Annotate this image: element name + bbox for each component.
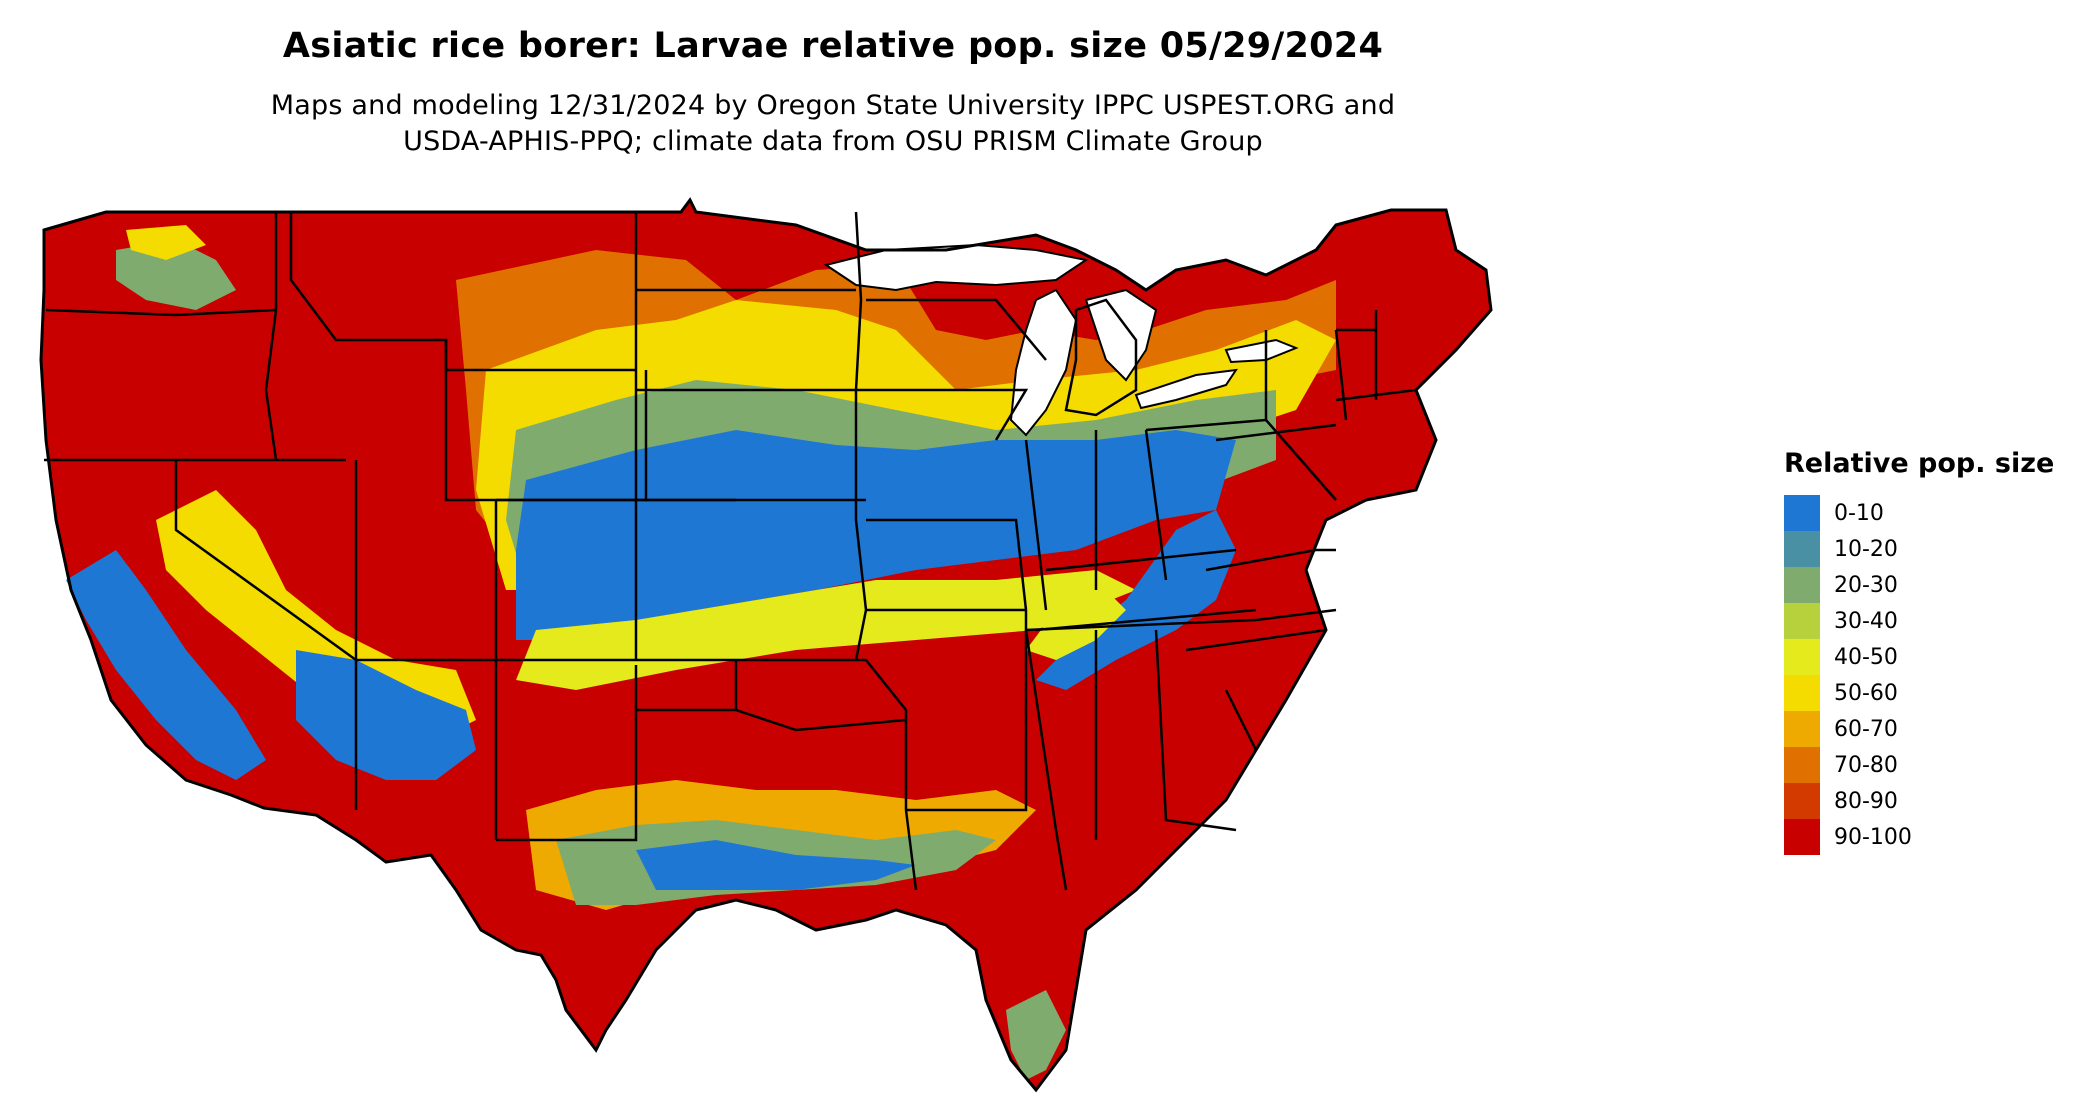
west-mix-blue-2 — [296, 650, 476, 780]
legend-item: 10-20 — [1784, 531, 2084, 567]
legend-label: 70-80 — [1834, 752, 1898, 778]
legend-swatch — [1784, 531, 1820, 567]
legend-item: 30-40 — [1784, 603, 2084, 639]
legend-label: 80-90 — [1834, 788, 1898, 814]
legend-swatch — [1784, 747, 1820, 783]
subtitle-line-2: USDA-APHIS-PPQ; climate data from OSU PR… — [403, 126, 1263, 157]
legend-label: 40-50 — [1834, 644, 1898, 670]
band-0-10 — [516, 430, 1236, 640]
lake-ontario — [1224, 338, 1299, 364]
legend-swatch — [1784, 783, 1820, 819]
legend-items: 0-10 10-20 20-30 30-40 40-50 50-60 60-70 70-80 8… — [1784, 495, 2084, 855]
legend-item: 80-90 — [1784, 783, 2084, 819]
band-gulf-0-10 — [636, 840, 916, 890]
legend-item: 40-50 — [1784, 639, 2084, 675]
us-map — [36, 190, 1766, 1115]
northwest-yellow — [126, 225, 206, 260]
legend-swatch — [1784, 675, 1820, 711]
legend-item: 70-80 — [1784, 747, 2084, 783]
northwest-green — [116, 240, 236, 310]
legend-swatch — [1784, 819, 1820, 855]
legend-swatch — [1784, 711, 1820, 747]
map-title: Asiatic rice borer: Larvae relative pop.… — [282, 26, 1384, 66]
florida-tip — [1006, 990, 1066, 1080]
appalachian-yellow — [1026, 590, 1126, 660]
us-map-svg — [39, 197, 1493, 1093]
legend-label: 30-40 — [1834, 608, 1898, 634]
west-mix-blue — [66, 550, 266, 780]
legend-label: 90-100 — [1834, 824, 1912, 850]
legend-label: 20-30 — [1834, 572, 1898, 598]
legend-swatch — [1784, 639, 1820, 675]
subtitle-line-1: Maps and modeling 12/31/2024 by Oregon S… — [270, 90, 1396, 121]
legend-swatch — [1784, 567, 1820, 603]
legend-label: 60-70 — [1834, 716, 1898, 742]
legend-item: 20-30 — [1784, 567, 2084, 603]
map-subtitle: Maps and modeling 12/31/2024 by Oregon S… — [0, 88, 1666, 160]
lake-erie — [1134, 368, 1239, 410]
legend-label: 10-20 — [1834, 536, 1898, 562]
legend-swatch — [1784, 603, 1820, 639]
legend-item: 50-60 — [1784, 675, 2084, 711]
legend-title: Relative pop. size — [1784, 448, 2055, 479]
legend-swatch — [1784, 495, 1820, 531]
legend-item: 90-100 — [1784, 819, 2084, 855]
legend-label: 0-10 — [1834, 500, 1884, 526]
lake-michigan — [1009, 288, 1078, 437]
state-boundaries — [39, 197, 1493, 1093]
legend: Relative pop. size 0-10 10-20 20-30 30-40 40… — [1784, 448, 2084, 855]
legend-item: 0-10 — [1784, 495, 2084, 531]
legend-label: 50-60 — [1834, 680, 1898, 706]
legend-item: 60-70 — [1784, 711, 2084, 747]
lake-superior — [823, 243, 1089, 292]
